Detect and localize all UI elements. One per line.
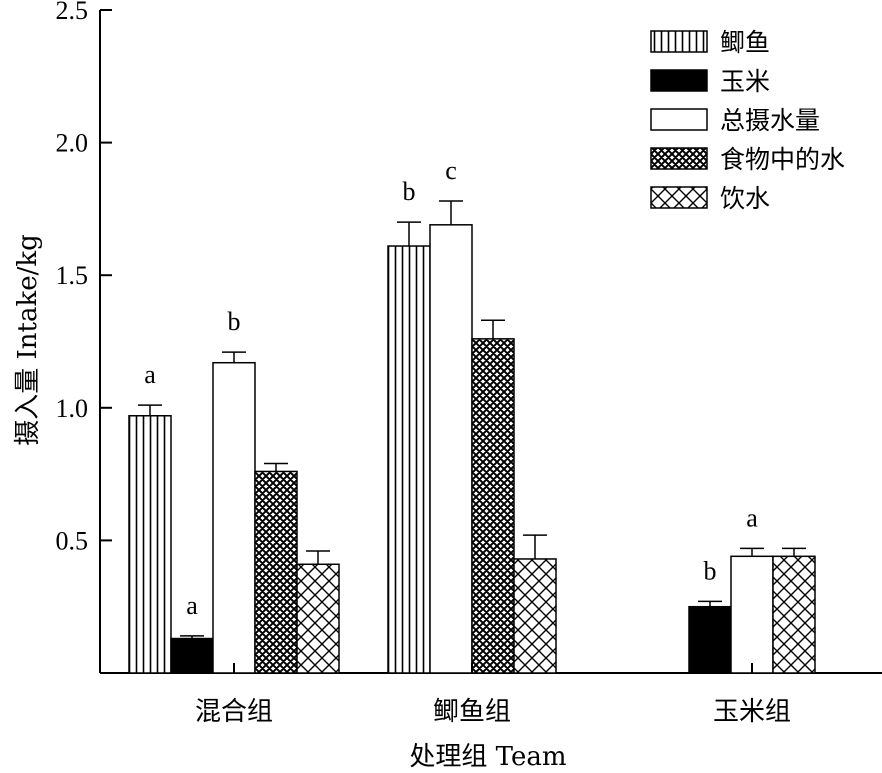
legend-swatch — [650, 30, 708, 53]
significance-label: b — [704, 556, 717, 585]
x-tick-label: 混合组 — [195, 697, 273, 727]
bar — [513, 558, 557, 674]
significance-label: b — [228, 307, 241, 336]
category-labels: 混合组 鲫鱼组 玉米组 — [195, 663, 791, 727]
significance-label: a — [144, 360, 156, 389]
significance-label: a — [186, 591, 198, 620]
y-tick-label: 1.0 — [56, 394, 89, 423]
bar — [772, 555, 816, 674]
x-tick-label: 鲫鱼组 — [433, 697, 511, 727]
y-tick-label: 0.5 — [56, 526, 89, 555]
bar — [128, 415, 172, 674]
bar — [212, 361, 256, 674]
bar — [254, 470, 298, 674]
legend-swatch — [650, 186, 708, 209]
bar — [688, 605, 732, 674]
legend-label: 饮水 — [720, 184, 770, 213]
y-tick-label: 2.0 — [56, 129, 89, 158]
significance-label: c — [445, 156, 457, 185]
x-tick-label: 玉米组 — [713, 697, 791, 727]
bar — [296, 563, 340, 674]
bar — [170, 637, 214, 674]
bar — [730, 555, 774, 674]
x-axis-title: 处理组 Team — [409, 742, 566, 772]
legend-label: 玉米 — [720, 67, 770, 96]
significance-label: a — [746, 503, 758, 532]
y-tick-label: 2.5 — [56, 0, 89, 25]
legend-label: 总摄水量 — [720, 106, 820, 135]
bar — [429, 224, 473, 674]
legend-swatch — [650, 69, 708, 92]
bar — [471, 338, 515, 674]
y-tick-label: 1.5 — [56, 261, 89, 290]
significance-label: b — [403, 177, 416, 206]
legend-label: 食物中的水 — [720, 145, 845, 174]
y-ticks: 0.5 1.0 1.5 2.0 2.5 — [56, 0, 112, 555]
legend-swatch — [650, 147, 708, 170]
legend-label: 鲫鱼 — [720, 28, 770, 57]
y-axis-title: 摄入量 Intake/kg — [13, 234, 43, 446]
bar — [387, 245, 431, 674]
legend-swatch — [650, 108, 708, 131]
